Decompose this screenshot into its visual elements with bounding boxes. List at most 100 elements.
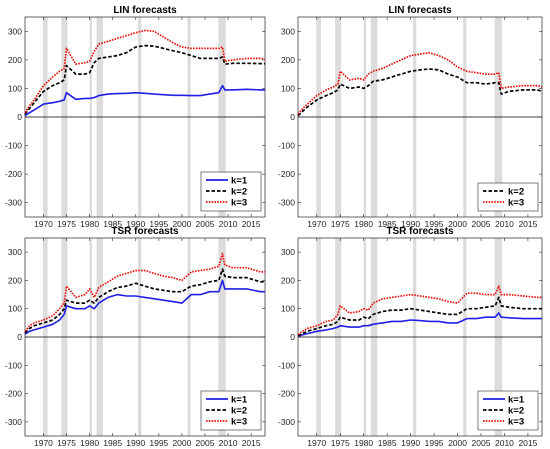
series-line-k1 [24,84,265,117]
x-tick-label: 1990 [401,219,420,229]
legend-label: k=1 [231,176,248,187]
legend-label: k=3 [508,198,524,209]
y-tick-label: -100 [278,141,295,151]
x-tick-label: 2005 [472,219,491,229]
y-tick-label: -200 [278,169,295,179]
x-tick-label: 2005 [472,438,491,448]
y-tick-label: 0 [290,112,295,122]
legend-label: k=3 [231,198,247,209]
y-tick-label: 200 [8,55,22,65]
x-tick-label: 1995 [149,438,168,448]
x-tick-label: 2005 [196,438,215,448]
x-tick-label: 1975 [331,219,350,229]
x-tick-label: 1980 [354,219,373,229]
legend-label: k=3 [231,417,247,428]
y-tick-label: -200 [278,389,295,399]
series-line-k2 [24,44,265,115]
y-tick-label: 300 [8,247,22,257]
x-tick-label: 1975 [331,438,350,448]
legend: k=1k=2k=3 [200,171,262,212]
y-tick-label: 200 [281,275,295,285]
legend: k=2k=3 [477,182,539,212]
y-tick-label: 200 [281,55,295,65]
x-tick-label: 1985 [103,219,122,229]
legend-box [200,390,262,431]
y-tick-label: -200 [5,169,22,179]
y-tick-label: -100 [5,360,22,370]
x-tick-label: 1970 [34,438,53,448]
x-tick-label: 2015 [242,438,261,448]
series-line-k2 [297,296,542,337]
x-tick-label: 2010 [495,438,514,448]
x-tick-label: 1980 [354,438,373,448]
x-tick-label: 1980 [80,219,99,229]
x-tick-label: 2010 [495,219,514,229]
legend: k=1k=2k=3 [200,390,262,431]
x-tick-label: 2010 [219,219,238,229]
x-tick-label: 1975 [57,438,76,448]
series-line-k2 [297,68,543,117]
y-tick-label: 300 [281,247,295,257]
panel-3: 300 200 100 0 -100 -200 -300 1970 1975 1980 1985 19… [5,226,266,448]
x-tick-label: 1980 [80,438,99,448]
y-tick-label: -300 [278,198,295,208]
y-tick-label: 100 [281,83,295,93]
series-line-k1 [297,312,542,337]
y-tick-label: -100 [278,360,295,370]
legend-label: k=2 [508,406,524,417]
y-tick-label: 100 [8,304,22,314]
legend: k=1k=2k=3 [477,390,539,431]
x-tick-label: 1995 [149,219,168,229]
series-line-k3 [24,29,266,114]
x-tick-label: 2015 [518,438,537,448]
panel-title: TSR forecasts [111,226,179,237]
y-tick-label: 0 [290,332,295,342]
series-line-k3 [297,51,543,115]
y-tick-label: -200 [5,389,22,399]
x-tick-label: 2015 [518,219,537,229]
y-tick-label: 0 [17,332,22,342]
legend-label: k=2 [508,187,524,198]
x-tick-label: 1985 [378,438,397,448]
x-tick-label: 1970 [34,219,53,229]
legend-label: k=1 [508,395,525,406]
legend-label: k=2 [231,187,247,198]
x-tick-label: 1970 [307,438,326,448]
x-tick-label: 1985 [103,438,122,448]
panel-title: LIN forecasts [113,5,177,16]
panel-4: 300 200 100 0 -100 -200 -300 1970 1975 1980 1985 19… [278,226,543,448]
x-tick-label: 2000 [448,438,467,448]
series-line-k1 [24,279,265,335]
y-tick-label: -300 [5,198,22,208]
legend-box [200,171,262,212]
y-tick-label: -100 [5,141,22,151]
x-tick-label: 2005 [196,219,215,229]
x-tick-label: 1995 [425,219,444,229]
x-tick-label: 1970 [307,219,326,229]
y-tick-label: 300 [281,26,295,36]
panel-2: 300 200 100 0 -100 -200 -300 1970 1975 1980 1985 19… [278,5,543,229]
y-tick-label: 100 [8,83,22,93]
panel-title: LIN forecasts [388,5,452,16]
y-tick-label: 0 [17,112,22,122]
series-line-k3 [297,285,542,336]
y-tick-label: -300 [278,417,295,427]
panel-1: 300 200 100 0 -100 -200 -300 1970 1975 1980 1985 19… [5,5,266,229]
x-tick-label: 1995 [425,438,444,448]
y-tick-label: -300 [5,417,22,427]
legend-label: k=1 [231,395,248,406]
y-tick-label: 200 [8,275,22,285]
x-tick-label: 1990 [401,438,420,448]
x-tick-label: 2000 [172,438,191,448]
legend-box [477,182,539,212]
x-tick-label: 2000 [172,219,191,229]
legend-box [477,390,539,431]
panel-title: TSR forecasts [386,226,454,237]
x-tick-label: 1975 [57,219,76,229]
x-tick-label: 1990 [126,219,145,229]
x-tick-label: 2010 [219,438,238,448]
y-tick-label: 300 [8,26,22,36]
legend-label: k=3 [508,417,524,428]
